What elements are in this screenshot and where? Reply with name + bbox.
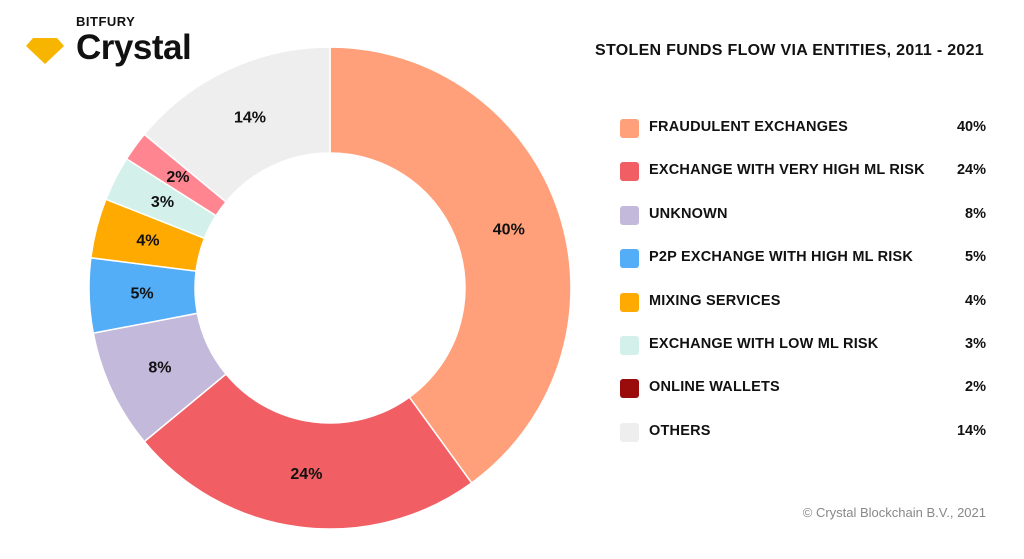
slice-data-label: 40% <box>493 221 525 238</box>
legend-item: EXCHANGE WITH VERY HIGH ML RISK 24% <box>620 160 986 203</box>
legend-label: OTHERS <box>649 422 711 439</box>
legend-swatch <box>620 335 639 355</box>
donut-slice <box>143 372 473 530</box>
slice-data-label: 2% <box>166 169 189 186</box>
slice-data-label: 3% <box>151 194 174 211</box>
slice-data-label: 5% <box>131 285 154 302</box>
donut-slices <box>88 46 572 530</box>
slice-data-label: 14% <box>234 109 266 126</box>
legend-swatch <box>620 119 639 138</box>
legend-label: MIXING SERVICES <box>649 292 781 309</box>
donut-slice <box>143 46 331 204</box>
brand-company: BITFURY <box>76 14 136 29</box>
legend-label: EXCHANGE WITH LOW ML RISK <box>649 335 879 352</box>
legend-value: 8% <box>965 205 986 222</box>
legend-label: ONLINE WALLETS <box>649 379 780 396</box>
legend-label: UNKNOWN <box>649 205 728 222</box>
legend-swatch <box>620 162 639 182</box>
chart-legend: FRAUDULENT EXCHANGES 40% EXCHANGE WITH VER… <box>620 117 986 464</box>
legend-label: EXCHANGE WITH VERY HIGH ML RISK <box>649 162 925 179</box>
legend-label: P2P EXCHANGE WITH HIGH ML RISK <box>649 249 914 266</box>
legend-swatch <box>620 379 639 399</box>
legend-item: OTHERS 14% <box>620 421 986 464</box>
copyright-notice: © Crystal Blockchain B.V., 2021 <box>802 505 986 520</box>
legend-item: FRAUDULENT EXCHANGES 40% <box>620 117 986 160</box>
legend-label: FRAUDULENT EXCHANGES <box>649 119 848 135</box>
slice-data-label: 8% <box>148 360 171 377</box>
slice-data-label: 4% <box>136 233 159 250</box>
legend-value: 14% <box>956 422 986 439</box>
legend-swatch <box>620 422 639 442</box>
slice-data-label: 24% <box>290 466 322 483</box>
legend-swatch <box>620 205 639 225</box>
legend-item: EXCHANGE WITH LOW ML RISK 3% <box>620 334 986 377</box>
legend-value: 5% <box>965 249 986 266</box>
legend-value: 40% <box>956 119 986 135</box>
legend-value: 4% <box>965 292 986 309</box>
legend-item: P2P EXCHANGE WITH HIGH ML RISK 5% <box>620 247 986 290</box>
donut-slice-labels: 40% 24% 8% 5% 4% 3% 2% 14% <box>131 109 525 483</box>
legend-item: ONLINE WALLETS 2% <box>620 377 986 420</box>
diamond-icon <box>26 38 64 64</box>
legend-item: UNKNOWN 8% <box>620 204 986 247</box>
donut-chart: 40% 24% 8% 5% 4% 3% 2% 14% <box>88 46 572 530</box>
legend-value: 24% <box>956 162 986 179</box>
legend-value: 2% <box>965 379 986 396</box>
crystal-logo: BITFURY Crystal <box>24 14 224 70</box>
legend-swatch <box>620 249 639 269</box>
brand-product: Crystal <box>76 28 192 67</box>
donut-slice <box>329 46 572 485</box>
legend-swatch <box>620 292 639 312</box>
chart-title: STOLEN FUNDS FLOW VIA ENTITIES, 2011 - 2… <box>595 42 984 59</box>
legend-item: MIXING SERVICES 4% <box>620 291 986 334</box>
legend-value: 3% <box>965 335 986 352</box>
